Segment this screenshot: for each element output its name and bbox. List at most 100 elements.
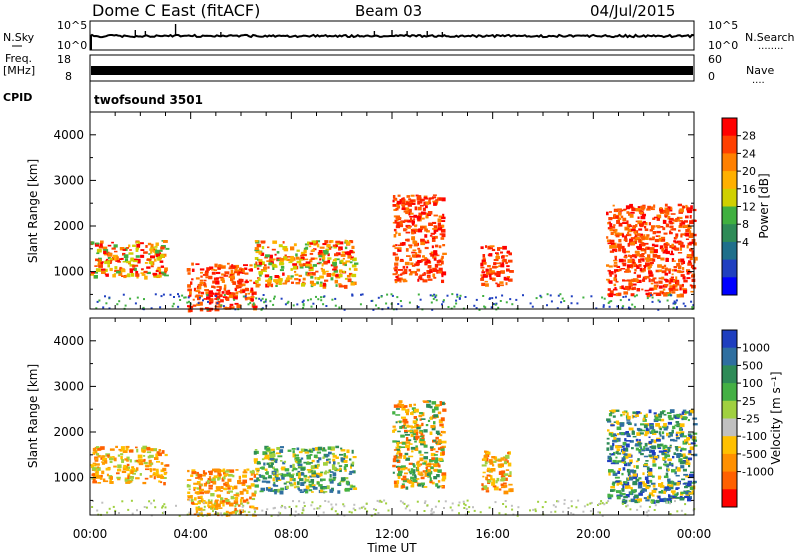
echo-cell	[482, 475, 485, 478]
echo-cell	[298, 472, 302, 477]
ground-scatter-cell	[360, 506, 363, 509]
echo-cell	[135, 273, 140, 277]
echo-cell	[416, 424, 422, 428]
ground-scatter-cell	[96, 509, 99, 512]
echo-cell	[223, 476, 226, 480]
ground-scatter-cell	[666, 501, 668, 504]
echo-cell	[147, 242, 152, 246]
ground-scatter-cell	[616, 305, 619, 308]
echo-cell	[210, 493, 215, 497]
echo-cell	[617, 470, 621, 474]
echo-cell	[663, 292, 668, 297]
echo-cell	[231, 511, 235, 514]
echo-cell	[94, 242, 100, 247]
echo-cell	[610, 231, 614, 236]
echo-cell	[679, 208, 684, 213]
echo-cell	[653, 285, 657, 288]
echo-cell	[684, 411, 690, 414]
ground-scatter-cell	[442, 299, 445, 302]
ground-scatter-cell	[455, 302, 458, 305]
echo-cell	[665, 258, 669, 262]
y-tick-label: 3000	[53, 173, 84, 187]
time-tick-label: 00:00	[73, 527, 108, 541]
power-echoes	[90, 194, 698, 313]
echo-cell	[238, 278, 244, 283]
colorbar-tick-label: 12	[742, 201, 756, 214]
echo-cell	[237, 480, 242, 484]
echo-cell	[660, 257, 665, 261]
echo-cell	[395, 465, 400, 468]
echo-cell	[122, 260, 127, 263]
ground-scatter-cell	[672, 306, 675, 309]
echo-cell	[615, 439, 619, 443]
echo-cell	[242, 488, 247, 492]
echo-cell	[610, 494, 614, 498]
echo-cell	[393, 404, 399, 408]
echo-cell	[621, 233, 625, 238]
echo-cell	[251, 298, 254, 302]
echo-cell	[626, 279, 631, 282]
echo-cell	[436, 463, 440, 466]
echo-cell	[279, 269, 284, 272]
echo-cell	[430, 466, 434, 470]
power-colorbar-cells	[722, 118, 737, 296]
echo-cell	[648, 288, 653, 291]
ground-scatter-cell	[451, 293, 454, 296]
echo-cell	[292, 473, 295, 476]
ground-scatter-cell	[330, 508, 333, 511]
echo-cell	[612, 415, 616, 418]
ground-scatter-cell	[177, 305, 180, 308]
echo-cell	[410, 434, 414, 438]
echo-cell	[117, 454, 121, 457]
echo-cell	[393, 428, 397, 432]
echo-cell	[503, 490, 509, 495]
echo-cell	[152, 468, 156, 471]
echo-cell	[690, 247, 693, 252]
echo-cell	[672, 260, 676, 262]
ground-scatter-cell	[456, 293, 459, 296]
echo-cell	[264, 274, 270, 278]
echo-cell	[635, 208, 638, 212]
echo-cell	[189, 308, 193, 313]
echo-cell	[672, 269, 676, 272]
ground-scatter-cell	[426, 504, 429, 507]
echo-cell	[290, 275, 294, 278]
echo-cell	[644, 250, 647, 254]
echo-cell	[621, 445, 625, 448]
echo-cell	[219, 294, 223, 298]
echo-cell	[411, 482, 415, 486]
echo-cell	[295, 253, 298, 257]
echo-cell	[216, 494, 222, 497]
echo-cell	[90, 273, 95, 276]
echo-cell	[194, 503, 198, 506]
echo-cell	[631, 228, 636, 232]
echo-cell	[158, 274, 162, 278]
echo-cell	[132, 258, 138, 262]
echo-cell	[268, 464, 273, 468]
echo-cell	[412, 249, 417, 252]
echo-cell	[126, 463, 130, 467]
echo-cell	[237, 286, 242, 289]
echo-cell	[665, 250, 670, 255]
echo-cell	[249, 279, 253, 282]
echo-cell	[658, 483, 663, 487]
echo-cell	[685, 491, 691, 495]
ground-scatter-cell	[377, 307, 380, 310]
echo-cell	[639, 491, 643, 494]
echo-cell	[96, 252, 100, 255]
echo-cell	[325, 248, 330, 251]
echo-cell	[651, 238, 655, 241]
echo-cell	[109, 481, 114, 484]
colorbar-tick-label: 4	[742, 236, 749, 249]
echo-cell	[155, 242, 159, 246]
echo-cell	[130, 257, 135, 262]
echo-cell	[145, 245, 148, 248]
ground-scatter-cell	[599, 511, 601, 514]
echo-cell	[624, 285, 630, 290]
ground-scatter-cell	[622, 305, 625, 308]
echo-cell	[442, 244, 446, 247]
echo-cell	[666, 207, 670, 210]
echo-cell	[411, 236, 416, 239]
echo-cell	[109, 448, 115, 451]
echo-cell	[480, 274, 483, 277]
